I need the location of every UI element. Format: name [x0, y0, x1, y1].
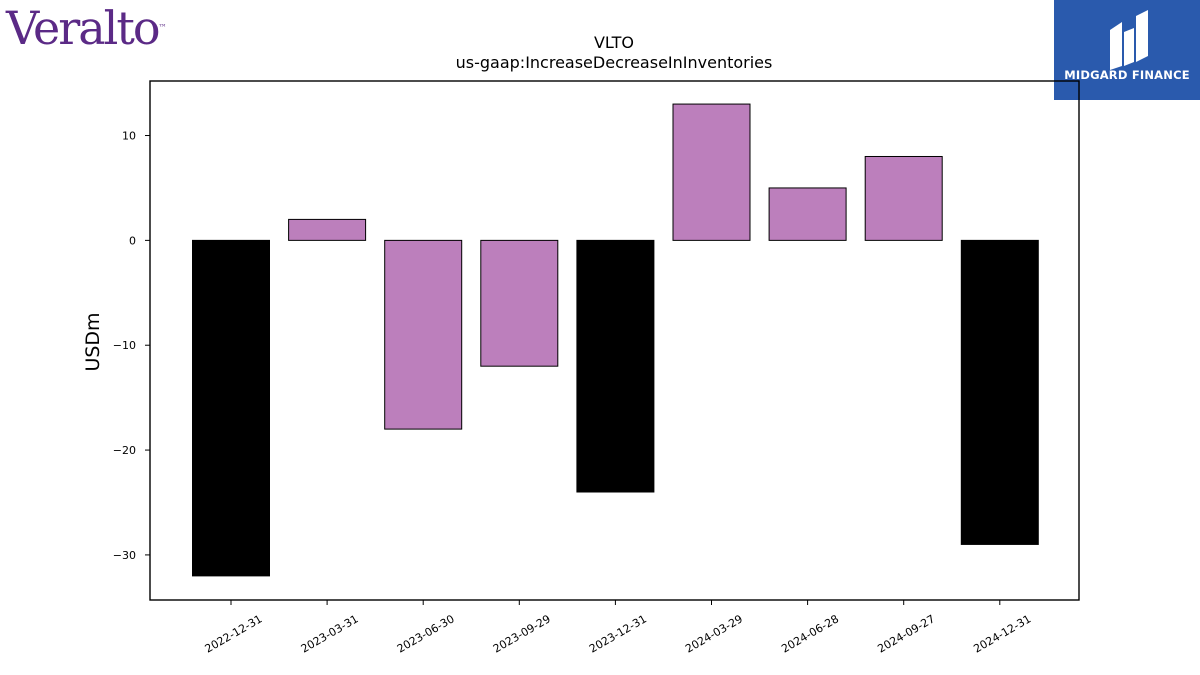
bar: [288, 218, 367, 241]
x-tick-label: 2022-12-31: [203, 612, 265, 655]
bar: [864, 155, 943, 241]
bar: [576, 239, 655, 493]
x-tick-label: 2024-09-27: [875, 612, 937, 655]
bar: [960, 239, 1039, 545]
veralto-logo: Veralto™: [6, 1, 167, 55]
x-tick-label: 2024-03-29: [683, 612, 745, 655]
y-tick-label: −10: [113, 339, 136, 352]
y-tick-label: 10: [122, 130, 136, 143]
chart-subtitle: us-gaap:IncreaseDecreaseInInventories: [456, 53, 773, 72]
chart-title: VLTO: [594, 33, 634, 52]
x-tick-label: 2023-03-31: [299, 612, 361, 655]
x-tick-label: 2024-12-31: [971, 612, 1033, 655]
y-tick-label: −30: [113, 549, 136, 562]
bar: [672, 103, 751, 241]
bar: [192, 239, 270, 577]
y-tick-label: −20: [113, 444, 136, 457]
bar: [480, 239, 559, 367]
bar: [384, 239, 463, 430]
midgard-finance-wordmark: MIDGARD FINANCE: [1064, 68, 1190, 82]
y-tick-label: 0: [129, 234, 136, 247]
x-tick-label: 2023-09-29: [491, 612, 553, 655]
y-axis-label: USDm: [82, 312, 104, 371]
midgard-mark-icon: [1110, 10, 1148, 70]
trademark-mark: ™: [158, 23, 167, 32]
x-tick-label: 2024-06-28: [779, 612, 841, 655]
x-tick-label: 2023-12-31: [587, 612, 649, 655]
bar: [768, 187, 847, 241]
x-tick-label: 2023-06-30: [395, 612, 457, 655]
plot-frame: [149, 80, 1080, 601]
